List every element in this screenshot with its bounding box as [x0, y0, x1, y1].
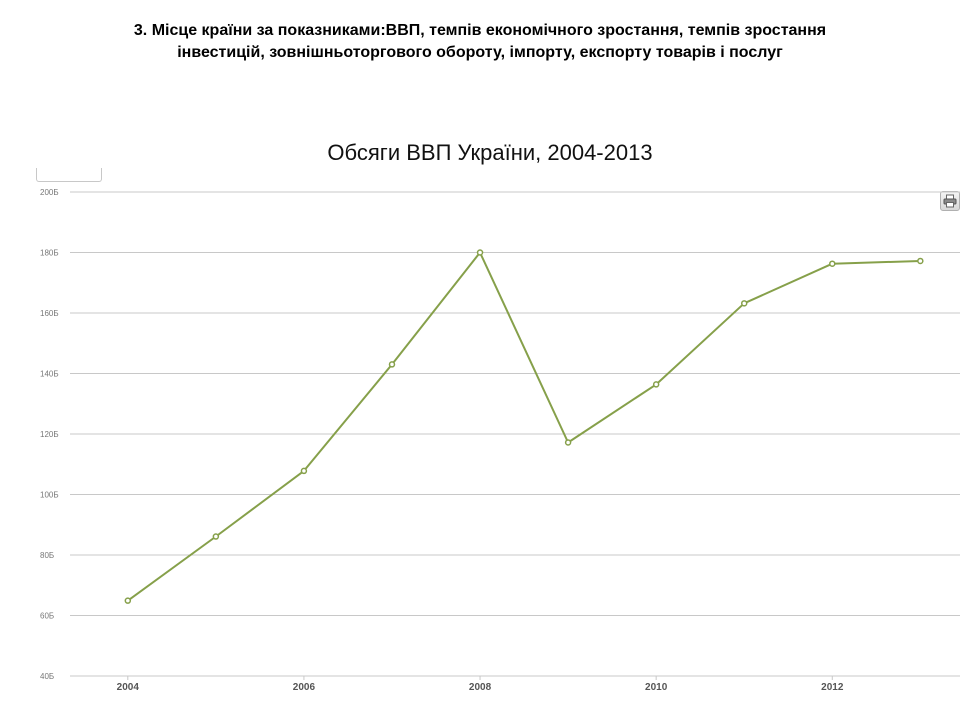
x-tick-label: 2010	[645, 682, 668, 693]
grid-lines	[70, 191, 960, 677]
y-tick-label: 60Б	[40, 612, 54, 621]
data-point[interactable]	[388, 361, 396, 368]
y-tick-label: 140Б	[40, 370, 59, 379]
y-tick-label: 160Б	[40, 309, 59, 318]
data-point[interactable]	[740, 300, 748, 307]
series-line	[124, 249, 924, 604]
x-tick-label: 2004	[117, 682, 140, 693]
slide-heading-line-1: 3. Місце країни за показниками:ВВП, темп…	[133, 22, 827, 39]
chart-legend-box	[36, 168, 102, 182]
data-point[interactable]	[829, 260, 836, 267]
x-tick-label: 2012	[821, 682, 844, 693]
x-tick-label: 2006	[293, 682, 316, 693]
axis-labels: 40Б 60Б 80Б 100Б 120Б 140Б 160Б 180Б 200Б 2004 200…	[40, 188, 844, 693]
data-point[interactable]	[300, 467, 308, 475]
y-tick-label: 200Б	[40, 188, 59, 197]
data-point[interactable]	[564, 439, 572, 446]
data-point[interactable]	[124, 597, 132, 604]
data-point[interactable]	[652, 381, 660, 388]
y-tick-label: 100Б	[40, 491, 59, 500]
chart-title: Обсяги ВВП України, 2004-2013	[327, 140, 653, 165]
slide-heading-line-2: інвестицій, зовнішньоторгового обороту, …	[177, 44, 783, 61]
printer-icon	[943, 194, 957, 208]
series-line-path	[127, 251, 921, 602]
y-tick-label: 80Б	[40, 551, 54, 560]
data-point[interactable]	[212, 533, 220, 540]
slide-heading: 3. Місце країни за показниками:ВВП, темп…	[40, 20, 920, 64]
y-tick-label: 180Б	[40, 249, 59, 258]
y-tick-label: 40Б	[40, 672, 54, 681]
data-point[interactable]	[917, 257, 924, 265]
y-tick-label: 120Б	[40, 430, 59, 439]
data-point[interactable]	[476, 249, 484, 256]
x-tick-label: 2008	[469, 682, 492, 693]
